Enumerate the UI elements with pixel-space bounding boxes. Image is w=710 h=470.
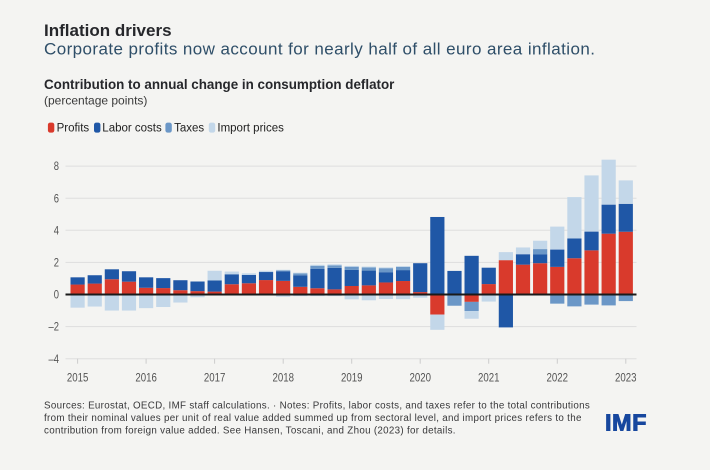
svg-text:4: 4 bbox=[54, 225, 59, 238]
svg-text:Corporate profits now account: Corporate profits now account for nearly… bbox=[44, 39, 595, 58]
svg-text:2017: 2017 bbox=[204, 371, 226, 384]
svg-text:8: 8 bbox=[54, 160, 59, 173]
svg-text:–2: –2 bbox=[49, 321, 60, 334]
svg-text:contribution from foreign valu: contribution from foreign value added. S… bbox=[44, 425, 456, 436]
svg-text:0: 0 bbox=[54, 289, 59, 302]
svg-text:2023: 2023 bbox=[615, 371, 637, 384]
svg-text:Contribution to annual change: Contribution to annual change in consump… bbox=[44, 77, 395, 92]
svg-text:Import prices: Import prices bbox=[217, 123, 284, 135]
svg-text:Sources: Eurostat, OECD, IMF s: Sources: Eurostat, OECD, IMF staff calcu… bbox=[44, 401, 590, 412]
svg-text:2022: 2022 bbox=[547, 371, 569, 384]
svg-text:2: 2 bbox=[54, 257, 59, 270]
svg-text:6: 6 bbox=[54, 192, 59, 205]
svg-text:2019: 2019 bbox=[341, 371, 363, 384]
svg-text:2015: 2015 bbox=[67, 371, 89, 384]
svg-text:–4: –4 bbox=[49, 353, 60, 366]
svg-text:2021: 2021 bbox=[478, 371, 500, 384]
svg-text:Profits: Profits bbox=[57, 123, 90, 135]
svg-text:IMF: IMF bbox=[605, 409, 647, 435]
svg-text:Inflation drivers: Inflation drivers bbox=[44, 21, 172, 40]
svg-text:from their nominal values per: from their nominal values per unit of re… bbox=[44, 413, 582, 424]
svg-text:(percentage points): (percentage points) bbox=[44, 94, 147, 108]
svg-text:2016: 2016 bbox=[135, 371, 157, 384]
svg-text:Labor costs: Labor costs bbox=[102, 123, 162, 135]
svg-text:2018: 2018 bbox=[272, 371, 294, 384]
svg-text:2020: 2020 bbox=[409, 371, 431, 384]
svg-text:Taxes: Taxes bbox=[174, 123, 204, 135]
